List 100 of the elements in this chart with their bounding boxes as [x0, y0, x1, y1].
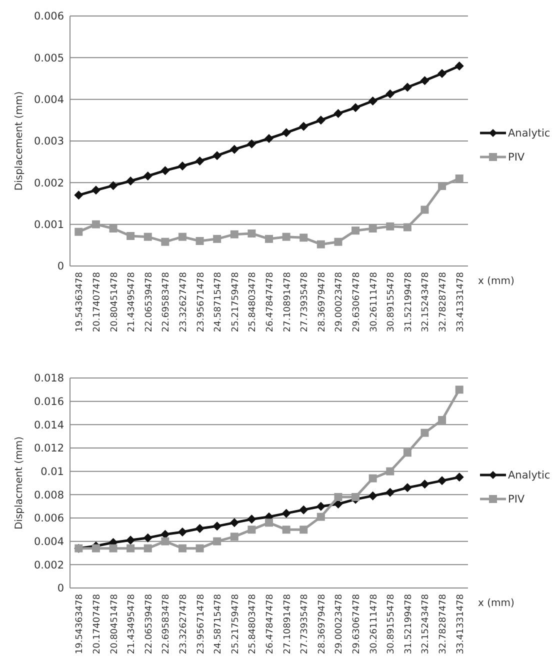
y-tick-label: 0.005 — [34, 52, 64, 64]
point — [282, 128, 291, 138]
point — [386, 488, 395, 497]
x-tick-label: 33.41331478 — [456, 594, 466, 654]
x-tick-label: 27.73935478 — [300, 272, 310, 332]
x-tick-label: 32.78287478 — [438, 272, 449, 332]
y-tick-label: 0.012 — [34, 442, 64, 455]
point — [248, 526, 256, 534]
x-tick-label: 26.47847478 — [266, 272, 276, 332]
point — [420, 428, 429, 437]
point — [420, 76, 430, 86]
point — [74, 190, 84, 200]
point — [126, 232, 135, 240]
x-tick-label: 29.00023478 — [334, 594, 345, 654]
x-tick-label: 21.43495478 — [127, 594, 138, 654]
point — [455, 174, 464, 182]
point — [316, 240, 325, 248]
x-tick-label: 21.43495478 — [127, 272, 138, 332]
x-tick-label: 29.00023478 — [334, 272, 345, 332]
x-tick-label: 32.15243478 — [421, 594, 432, 654]
point — [230, 518, 239, 528]
point — [195, 524, 204, 533]
x-axis-title: x (mm) — [478, 598, 514, 609]
point — [454, 472, 464, 482]
x-axis-title: x (mm) — [478, 276, 514, 287]
point — [196, 544, 204, 552]
point — [334, 109, 343, 118]
x-tick-label: 30.89155478 — [386, 272, 397, 332]
point — [143, 172, 152, 180]
x-tick-label: 23.95671478 — [196, 272, 206, 332]
point — [213, 234, 222, 243]
point — [92, 220, 100, 228]
y-tick-label: 0.016 — [34, 396, 64, 408]
point — [282, 526, 290, 534]
x-tick-label: 26.47847478 — [266, 594, 276, 654]
point — [126, 544, 135, 552]
point — [402, 483, 412, 492]
x-tick-label: 19.54363478 — [75, 272, 86, 332]
point — [160, 166, 170, 176]
x-tick-label: 27.73935478 — [300, 594, 310, 654]
point — [352, 226, 360, 235]
point — [264, 134, 274, 143]
x-tick-label: 32.78287478 — [438, 594, 449, 654]
y-tick-label: 0.003 — [34, 136, 64, 148]
point — [161, 238, 170, 246]
point — [74, 228, 83, 236]
point — [248, 230, 256, 238]
x-tick-label: 30.26111478 — [369, 594, 380, 654]
point — [438, 182, 446, 190]
x-tick-label: 20.80451478 — [110, 594, 120, 654]
x-tick-label: 29.63067478 — [352, 594, 362, 654]
point — [334, 493, 342, 501]
point — [386, 222, 394, 230]
x-tick-label: 22.69583478 — [162, 594, 172, 654]
point — [316, 502, 326, 511]
point — [299, 505, 308, 514]
point — [144, 544, 152, 552]
y-tick-label: 0.008 — [34, 489, 64, 502]
x-tick-label: 22.06539478 — [144, 594, 154, 654]
x-tick-label: 27.10891478 — [282, 272, 293, 332]
y-tick-label: 0.006 — [34, 10, 64, 23]
point — [265, 518, 273, 527]
y-tick-label: 0.004 — [34, 536, 64, 548]
x-tick-label: 22.06539478 — [144, 272, 154, 332]
point — [230, 532, 238, 541]
y-tick-label: 0.002 — [34, 177, 64, 190]
point — [178, 544, 186, 552]
point — [316, 116, 326, 125]
point — [91, 186, 100, 195]
x-tick-label: 24.58715478 — [214, 272, 224, 332]
point — [126, 536, 136, 545]
point — [195, 156, 204, 166]
point — [178, 528, 187, 536]
x-tick-label: 25.84803478 — [248, 594, 258, 654]
point — [108, 181, 118, 190]
point — [368, 474, 377, 482]
point — [438, 416, 446, 424]
x-tick-label: 27.10891478 — [282, 594, 293, 654]
point — [455, 386, 464, 394]
x-tick-label: 28.36979478 — [317, 272, 328, 332]
legend-label: PIV — [508, 152, 526, 164]
x-tick-label: 33.41331478 — [456, 272, 466, 332]
point — [109, 224, 118, 232]
point — [144, 232, 152, 241]
y-tick-label: 0.002 — [34, 559, 64, 572]
x-tick-label: 19.54363478 — [75, 594, 86, 654]
point — [230, 230, 238, 238]
x-tick-label: 23.95671478 — [196, 594, 206, 654]
point — [402, 82, 412, 92]
point — [386, 467, 394, 476]
x-tick-label: 22.69583478 — [162, 272, 172, 332]
y-tick-label: 0 — [57, 582, 64, 595]
point — [282, 232, 290, 241]
point — [230, 144, 239, 154]
point — [282, 508, 291, 518]
point — [161, 537, 170, 546]
point — [403, 448, 412, 457]
point — [178, 232, 186, 241]
x-tick-label: 25.84803478 — [248, 272, 258, 332]
point — [126, 176, 136, 186]
